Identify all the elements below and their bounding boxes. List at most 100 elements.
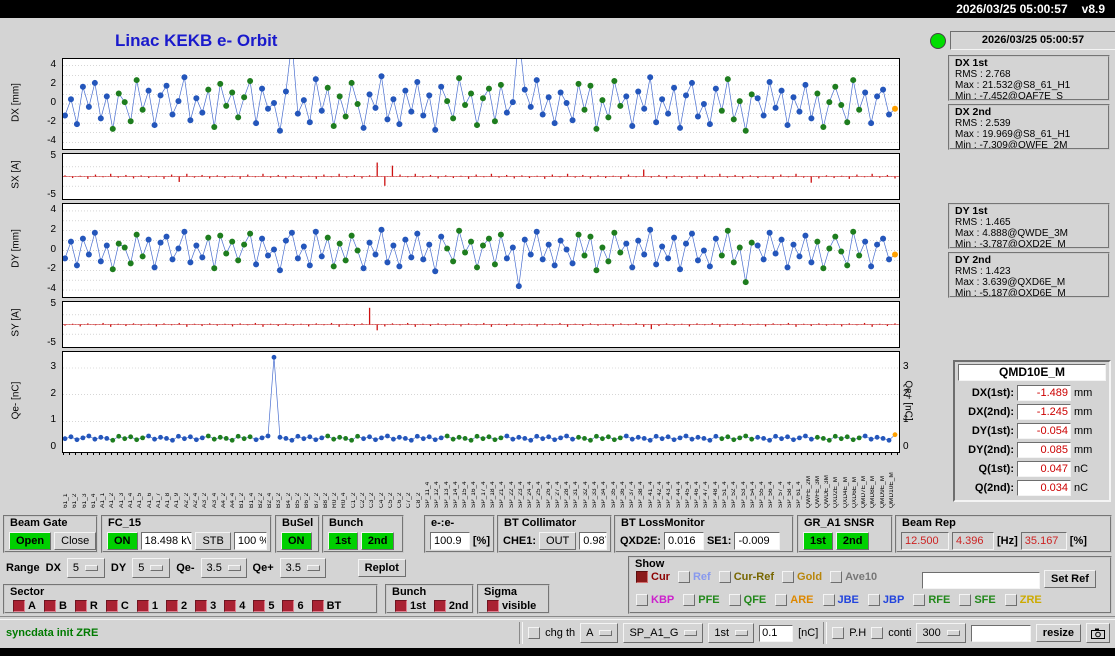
x-axis-label: A3_4 [211,492,218,508]
sector-checkbox-c[interactable] [105,600,118,612]
show-checkbox-gold[interactable] [782,571,795,583]
beam-gate-close-button[interactable]: Close [54,532,97,550]
option-menu-icon [150,565,164,571]
range-dx-select[interactable]: 5 [66,558,105,578]
show-checkbox-zre[interactable] [1004,594,1017,606]
bunch-1st-checkbox[interactable] [395,600,407,612]
conti-checkbox[interactable] [871,627,884,639]
x-axis-label: QMD8E_M [870,475,877,508]
select-value: 300 [922,627,941,639]
camera-button[interactable] [1086,623,1110,643]
show-checkbox-jbp[interactable] [867,594,880,606]
show-checkbox-rfe[interactable] [913,594,926,606]
range-dy-select[interactable]: 5 [132,558,171,578]
sector-checkbox-2[interactable] [165,600,178,612]
x-axis-label: SP_25_4 [536,481,543,508]
stats-row: Max : 4.888@QWDE_3M [955,228,1068,239]
sector-label: 1 [151,600,158,612]
bunch-2nd-button[interactable]: 2nd [360,532,395,550]
conti-label: conti [888,627,912,639]
sector-checkbox-a[interactable] [13,600,25,612]
x-axis-label: SP_41_4 [647,481,654,508]
nc-unit-label: [nC] [798,627,819,639]
sector-select[interactable]: A [580,623,619,643]
qmd-row: DX(1st): -1.489 mm [955,383,1109,402]
bunch-select[interactable]: 1st [708,623,755,643]
fc15-stb-button[interactable]: STB [195,532,231,550]
x-axis-label: SP_11_4 [424,481,431,508]
sector-checkbox-5[interactable] [253,600,266,612]
y-tick-label: 1 [903,414,909,426]
chg-th-checkbox[interactable] [528,627,541,639]
show-checkbox-kbp[interactable] [636,594,648,606]
qmd-row: DY(2nd): 0.085 mm [955,440,1109,459]
set-ref-input[interactable] [922,572,1040,589]
show-checkbox-cur[interactable] [636,571,648,583]
sy-axis-label: SY [A] [10,308,22,337]
show-checkbox-pfe[interactable] [683,594,696,606]
dx-yticks: 4 2 0 -2 -4 [34,58,58,148]
replot-button[interactable]: Replot [357,559,406,577]
sector-checkbox-r[interactable] [74,600,87,612]
ee-ratio-group: e-:e- 100.9 [%] [424,515,495,553]
select-value: 5 [138,562,145,574]
stats-box-title: DY 2nd [955,254,991,266]
busel-on-button[interactable]: ON [281,532,312,550]
option-menu-icon [599,630,613,636]
group-title: Show [635,558,665,570]
sector-label: 2 [180,600,188,612]
show-checkbox-cur-ref[interactable] [718,571,731,583]
device-select[interactable]: SP_A1_G [623,623,704,643]
x-axis-label: SP_16_4 [471,481,478,508]
fc15-on-button[interactable]: ON [107,532,138,550]
sector-label: A [28,600,36,612]
bunch-2nd-checkbox[interactable] [433,600,446,612]
range-qe-plus-select[interactable]: 3.5 [279,558,326,578]
x-axis-label: QXD6E_M [851,476,858,508]
che1-out-button[interactable]: OUT [539,532,577,550]
timestamp-display: 2026/03/25 05:00:57 [950,31,1115,50]
show-checkbox-sfe[interactable] [959,594,972,606]
qmd-row-value: 0.047 [1017,460,1071,477]
qmd-row: DX(2nd): -1.245 mm [955,402,1109,421]
bunch-1st-button[interactable]: 1st [328,532,358,550]
ph-checkbox[interactable] [832,627,845,639]
sector-checkbox-1[interactable] [136,600,149,612]
x-axis-label: SP_22_4 [508,481,515,508]
show-checkbox-ave10[interactable] [830,571,843,583]
y-tick-label: 2 [903,387,909,399]
sector-checkbox-b[interactable] [43,600,56,612]
show-checkbox-qfe[interactable] [728,594,741,606]
sector-checkbox-3[interactable] [195,600,208,612]
show-row-2: KBP PFE QFE ARE JBE JBP RFE SFE ZRE [636,594,1042,606]
beam-rep-rate1-display: 12.500 [901,532,949,550]
show-checkbox-ref[interactable] [677,571,690,583]
option-menu-icon [85,565,99,571]
range-qe-minus-select[interactable]: 3.5 [200,558,247,578]
gr-a1-snsr-group: GR_A1 SNSR 1st 2nd [797,515,893,553]
resize-button[interactable]: resize [1035,624,1081,642]
interval-select[interactable]: 300 [916,623,966,643]
sector-label: B [58,600,67,612]
sector-checkbox-bt[interactable] [311,600,324,612]
show-label: RFE [928,594,951,606]
show-checkbox-are[interactable] [775,594,788,606]
sigma-visible-checkbox[interactable] [487,600,499,612]
y-tick-label: -2 [47,263,56,275]
x-axis-label: SP_33_4 [592,481,599,508]
snsr-1st-button[interactable]: 1st [803,532,833,550]
sector-checkbox-6[interactable] [282,600,295,612]
threshold-input[interactable] [759,624,794,642]
status-blank-input[interactable] [970,624,1031,642]
snsr-2nd-button[interactable]: 2nd [835,532,870,550]
qmd-row-label: DX(2nd): [968,405,1014,418]
x-axis-label: A1_9 [174,492,181,508]
beam-gate-open-button[interactable]: Open [9,532,52,550]
dy-yticks: 4 2 0 -2 -4 [34,203,58,296]
sector-checkbox-4[interactable] [224,600,237,612]
set-ref-button[interactable]: Set Ref [1044,570,1096,588]
show-checkbox-jbe[interactable] [822,594,835,606]
x-axis-label: B1_2 [239,492,246,508]
qmd-panel: QMD10E_M DX(1st): -1.489 mm DX(2nd): -1.245 m… [953,360,1111,502]
